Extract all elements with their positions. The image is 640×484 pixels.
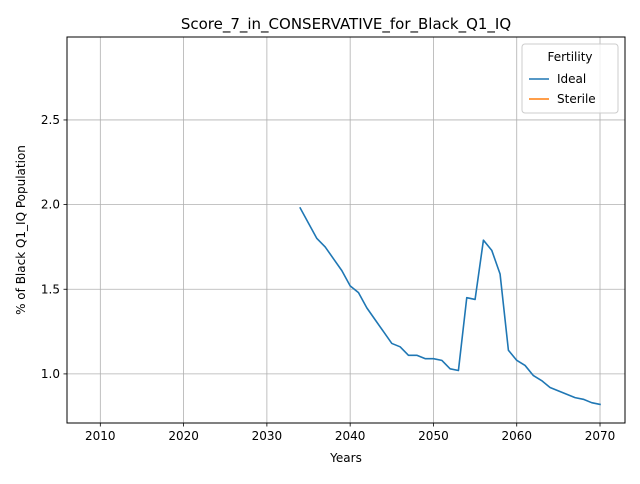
y-tick-label: 1.0 — [41, 367, 60, 381]
chart-title: Score_7_in_CONSERVATIVE_for_Black_Q1_IQ — [181, 15, 511, 34]
legend-label-sterile: Sterile — [557, 92, 596, 106]
legend-label-ideal: Ideal — [557, 72, 586, 86]
series-lines — [299, 206, 601, 406]
x-tick-label: 2050 — [418, 429, 449, 443]
series-line-ideal — [299, 206, 601, 406]
y-tick-label: 2.0 — [41, 198, 60, 212]
x-axis-label: Years — [329, 451, 362, 465]
grid-lines — [67, 37, 625, 423]
y-axis-ticks: 1.0 1.5 2.0 2.5 — [41, 113, 67, 381]
x-tick-label: 2030 — [252, 429, 283, 443]
legend-box — [521, 43, 619, 114]
plot-frame — [66, 36, 626, 424]
x-tick-label: 2070 — [585, 429, 616, 443]
x-tick-label: 2020 — [168, 429, 199, 443]
y-tick-label: 2.5 — [41, 113, 60, 127]
x-axis-ticks: 2010 2020 2030 2040 2050 2060 2070 — [85, 423, 615, 443]
x-tick-label: 2010 — [85, 429, 116, 443]
x-tick-label: 2060 — [501, 429, 532, 443]
legend-title: Fertility — [547, 50, 592, 64]
y-tick-label: 1.5 — [41, 282, 60, 296]
legend: Fertility Ideal Sterile — [521, 43, 619, 114]
y-axis-label: % of Black Q1_IQ Population — [14, 145, 28, 315]
x-tick-label: 2040 — [335, 429, 366, 443]
